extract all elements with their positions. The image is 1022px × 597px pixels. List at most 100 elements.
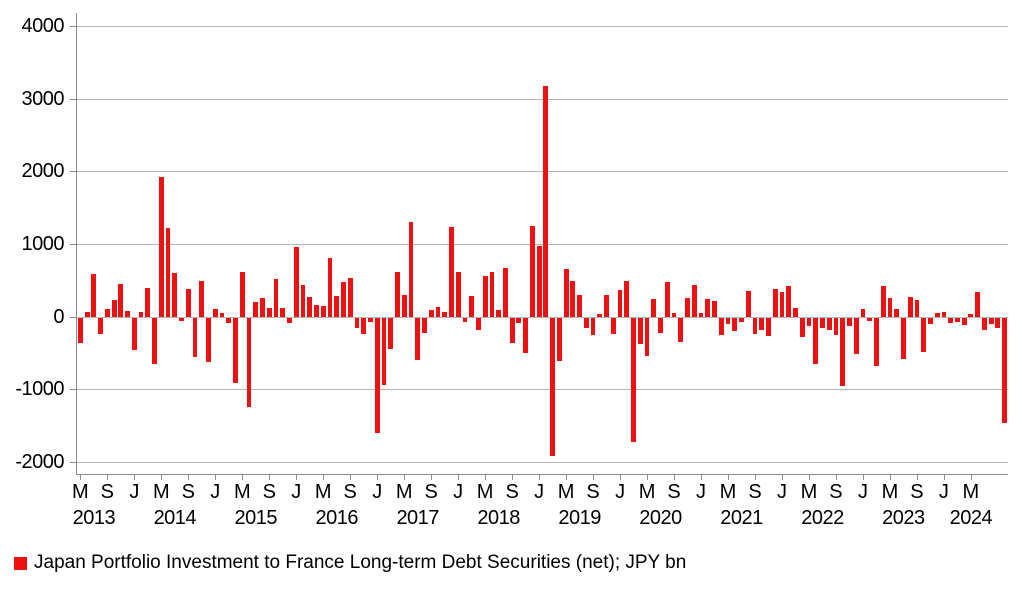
x-tick-mark xyxy=(80,474,82,480)
bar xyxy=(536,245,542,317)
x-month-label: S xyxy=(910,481,924,503)
x-month-label: J xyxy=(129,481,140,503)
x-tick-mark xyxy=(458,474,460,480)
y-tick-mark xyxy=(70,171,77,173)
y-tick-label: -1000 xyxy=(15,378,64,401)
x-tick-mark xyxy=(107,474,109,480)
bar xyxy=(388,317,394,349)
bar xyxy=(975,291,981,317)
bar xyxy=(300,284,306,317)
y-tick-label: -2000 xyxy=(15,450,64,473)
bar xyxy=(698,312,704,317)
bar xyxy=(874,317,879,367)
bar xyxy=(415,317,421,361)
bar xyxy=(428,310,434,317)
x-tick-mark xyxy=(674,474,676,480)
bar xyxy=(395,271,400,317)
bar xyxy=(111,299,117,317)
bar xyxy=(206,317,211,362)
bar xyxy=(233,317,238,383)
x-month-label: S xyxy=(100,481,115,503)
bar xyxy=(401,295,407,317)
bar xyxy=(631,317,636,443)
bar xyxy=(449,226,454,317)
x-tick-mark xyxy=(350,474,352,480)
x-month-label: S xyxy=(262,481,276,503)
bar xyxy=(179,317,184,322)
y-tick-mark xyxy=(70,461,77,463)
bar xyxy=(509,317,515,343)
x-month-label: S xyxy=(343,481,357,503)
gridline xyxy=(77,461,1008,463)
x-month-label: M xyxy=(314,481,332,503)
x-year-label: 2016 xyxy=(315,507,358,529)
bar xyxy=(651,299,657,317)
x-tick-mark xyxy=(269,474,271,480)
x-month-label: J xyxy=(938,481,949,503)
bar xyxy=(617,290,623,317)
x-tick-mark xyxy=(566,474,568,480)
bar xyxy=(691,285,697,317)
bar xyxy=(981,317,987,330)
bar xyxy=(907,296,913,317)
bar xyxy=(131,317,137,351)
bar xyxy=(98,317,103,334)
legend-label: Japan Portfolio Investment to France Lon… xyxy=(34,552,687,573)
bar xyxy=(685,298,690,317)
x-month-label: M xyxy=(962,481,980,503)
bar xyxy=(928,317,933,325)
bar xyxy=(779,291,785,317)
bar xyxy=(678,317,684,342)
x-tick-mark xyxy=(593,474,595,480)
x-month-label: M xyxy=(72,481,89,503)
x-tick-mark xyxy=(916,474,918,480)
gridline xyxy=(77,389,1008,391)
y-tick-label: 0 xyxy=(53,305,64,328)
bar xyxy=(833,317,839,336)
bar xyxy=(361,317,367,334)
x-tick-mark xyxy=(188,474,190,480)
bar xyxy=(968,314,974,317)
bar xyxy=(320,306,326,317)
bar xyxy=(408,222,414,317)
bar xyxy=(995,317,1001,328)
x-tick-mark xyxy=(431,474,433,480)
bar xyxy=(455,271,461,317)
bar xyxy=(462,317,468,322)
x-month-label: J xyxy=(776,481,787,503)
gridline xyxy=(77,26,1008,28)
x-tick-mark xyxy=(512,474,514,480)
bar xyxy=(84,312,90,317)
bar xyxy=(165,228,171,317)
x-month-label: M xyxy=(395,481,413,503)
x-tick-mark xyxy=(296,474,298,480)
x-month-label: J xyxy=(696,481,707,503)
bar xyxy=(212,309,218,317)
bar xyxy=(354,317,360,329)
x-year-label: 2022 xyxy=(801,507,844,529)
y-tick-label: 4000 xyxy=(21,15,65,38)
bar xyxy=(739,317,744,322)
bar xyxy=(260,297,265,317)
bar xyxy=(732,317,738,331)
x-month-label: J xyxy=(534,481,545,503)
bar xyxy=(860,309,866,317)
bar xyxy=(847,317,852,327)
bar xyxy=(334,295,340,317)
bar xyxy=(226,317,232,323)
x-axis-line xyxy=(76,474,1008,475)
bar xyxy=(341,281,346,317)
bar xyxy=(199,281,205,317)
x-year-label: 2017 xyxy=(396,507,439,529)
bar xyxy=(219,313,225,317)
x-year-label: 2023 xyxy=(882,507,925,529)
bar xyxy=(752,317,758,335)
x-year-label: 2024 xyxy=(949,507,993,529)
x-month-label: S xyxy=(424,481,438,503)
bar xyxy=(597,314,603,317)
x-tick-mark xyxy=(242,474,244,480)
x-tick-mark xyxy=(835,474,837,480)
bar xyxy=(280,308,286,317)
bar xyxy=(314,304,319,317)
